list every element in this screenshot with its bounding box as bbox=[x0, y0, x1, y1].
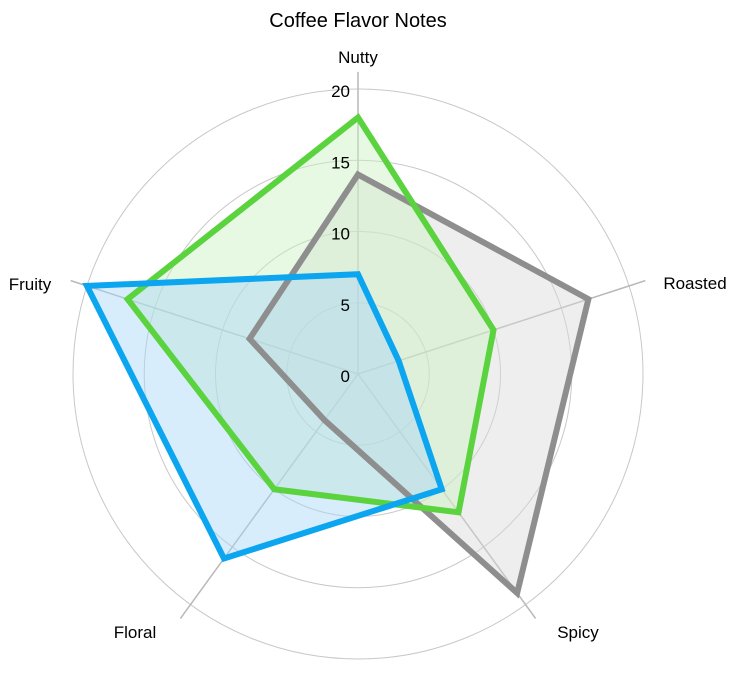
category-label: Nutty bbox=[338, 48, 378, 67]
tick-label: 10 bbox=[331, 225, 350, 244]
tick-label: 20 bbox=[331, 82, 350, 101]
series-group bbox=[82, 113, 592, 599]
series-line-2 bbox=[82, 271, 446, 563]
axis-spoke bbox=[357, 373, 537, 619]
labels: 0 5 10 15 20 Nutty Roasted Spicy Floral Fruity bbox=[9, 48, 727, 642]
category-label: Spicy bbox=[557, 623, 599, 642]
tick-label: 5 bbox=[341, 296, 350, 315]
axis-spoke bbox=[70, 279, 359, 375]
series-line-1 bbox=[123, 113, 497, 516]
tick-label: 15 bbox=[331, 153, 350, 172]
axis-spoke bbox=[357, 279, 646, 375]
axis-spoke bbox=[179, 373, 359, 619]
series-fill-0 bbox=[249, 174, 589, 594]
tick-label: 0 bbox=[341, 367, 350, 386]
chart-title: Coffee Flavor Notes bbox=[269, 10, 447, 32]
series-fill-2 bbox=[86, 274, 442, 559]
category-label: Roasted bbox=[663, 274, 726, 293]
category-label: Fruity bbox=[9, 275, 52, 294]
category-label: Floral bbox=[114, 623, 157, 642]
